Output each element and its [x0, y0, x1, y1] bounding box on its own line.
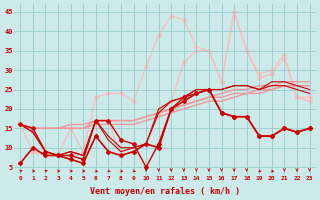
X-axis label: Vent moyen/en rafales ( km/h ): Vent moyen/en rafales ( km/h )	[90, 187, 240, 196]
